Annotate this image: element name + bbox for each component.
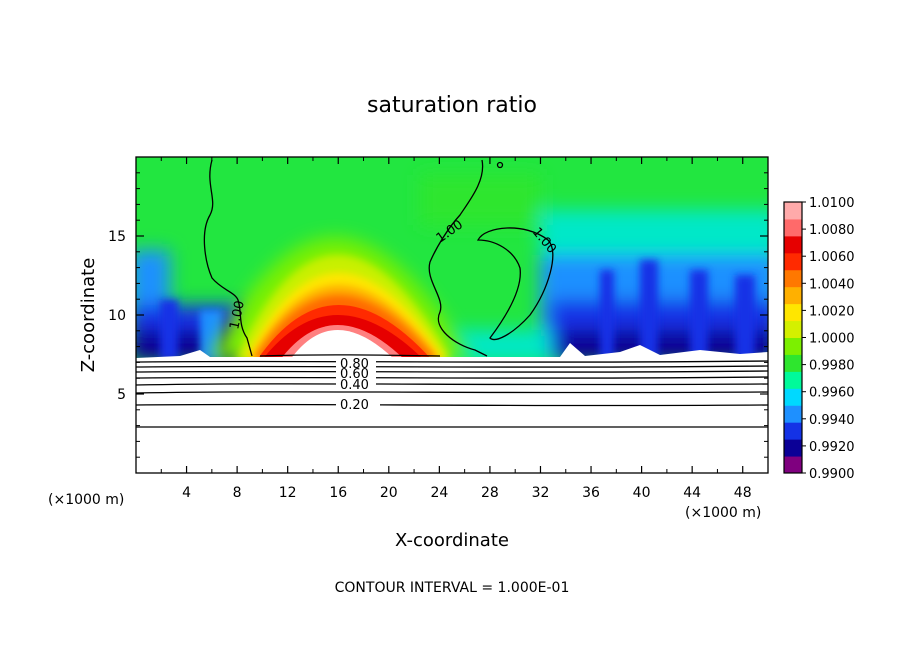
- contour-label: 0.20: [340, 398, 369, 413]
- x-tick-label: 36: [582, 485, 600, 501]
- y-tick-label: 5: [117, 387, 126, 403]
- x-tick-label: 20: [380, 485, 398, 501]
- lower-region: [136, 343, 768, 473]
- colorbar-swatch: [784, 439, 802, 457]
- warm-plume: [210, 237, 470, 360]
- colorbar-swatch: [784, 303, 802, 322]
- x-tick-label: 32: [532, 485, 550, 501]
- contour-lines: [136, 159, 768, 428]
- colorbar-swatch: [784, 354, 802, 372]
- colorbar-swatch: [784, 286, 802, 305]
- x-unit-label-right: (×1000 m): [685, 505, 761, 521]
- colorbar-swatch: [784, 388, 802, 406]
- colorbar-swatch: [784, 405, 802, 423]
- saturation-field: [136, 157, 768, 473]
- contour-label: 0.80: [340, 357, 369, 372]
- colorbar-tick-label: 1.0040: [809, 277, 855, 292]
- x-tick-label: 24: [430, 485, 448, 501]
- colorbar-tick-label: 1.0060: [809, 250, 855, 265]
- colorbar-swatch: [784, 337, 802, 355]
- x-tick-label: 40: [633, 485, 651, 501]
- colorbar-tick-label: 1.0100: [809, 196, 855, 211]
- x-tick-label: 48: [734, 485, 752, 501]
- contour-label: 1.00: [227, 299, 248, 330]
- colorbar-swatch: [784, 456, 802, 474]
- colorbar-swatch: [784, 269, 802, 288]
- y-axis-title: Z-coordinate: [78, 258, 99, 373]
- colorbar-swatch: [784, 422, 802, 440]
- colorbar-swatch: [784, 235, 802, 254]
- colorbar-swatch: [784, 252, 802, 271]
- contour-1-00-center: [428, 159, 488, 357]
- x-axis: 4 8 12 16 20 24 28 32 36 40 44 48: [160, 157, 752, 501]
- colorbar-swatch: [784, 202, 802, 220]
- colorbar-tick-label: 0.9900: [809, 467, 855, 482]
- y-axis: 5 10 15: [108, 172, 768, 458]
- contour-interval-note: CONTOUR INTERVAL = 1.000E-01: [335, 580, 570, 596]
- x-tick-label: 12: [279, 485, 297, 501]
- x-tick-label: 4: [182, 485, 191, 501]
- colorbar-tick-label: 1.0020: [809, 304, 855, 319]
- chart-title: saturation ratio: [367, 93, 537, 118]
- x-tick-label: 8: [233, 485, 242, 501]
- x-tick-label: 16: [329, 485, 347, 501]
- colorbar-tick-label: 0.9960: [809, 386, 855, 401]
- contour-1-00-loop: [476, 227, 554, 340]
- contour-dot: [496, 161, 504, 169]
- colorbar: 1.0100 1.0080 1.0060 1.0040 1.0020 1.0000 0.99…: [783, 196, 855, 482]
- colorbar-swatch: [784, 320, 802, 338]
- colorbar-tick-label: 0.9980: [809, 359, 855, 374]
- colorbar-tick-label: 0.9920: [809, 440, 855, 455]
- contour-label-group: 1.00 1.00 1.00 0.80 0.60 0.40 0.20: [227, 217, 559, 413]
- x-unit-label-left: (×1000 m): [48, 492, 124, 508]
- plot-area: 1.00 1.00 1.00 0.80 0.60 0.40 0.20: [136, 157, 768, 473]
- x-tick-label: 28: [481, 485, 499, 501]
- colorbar-swatch: [784, 218, 802, 237]
- x-tick-label: 44: [683, 485, 701, 501]
- x-axis-title: X-coordinate: [395, 530, 509, 551]
- colorbar-swatch: [784, 371, 802, 389]
- colorbar-tick-label: 1.0000: [809, 332, 855, 347]
- y-tick-label: 10: [108, 308, 126, 324]
- colorbar-tick-label: 1.0080: [809, 223, 855, 238]
- y-tick-label: 15: [108, 229, 126, 245]
- contour-1-00-left: [203, 159, 253, 357]
- colorbar-tick-label: 0.9940: [809, 413, 855, 428]
- contour-label: 0.40: [340, 378, 369, 393]
